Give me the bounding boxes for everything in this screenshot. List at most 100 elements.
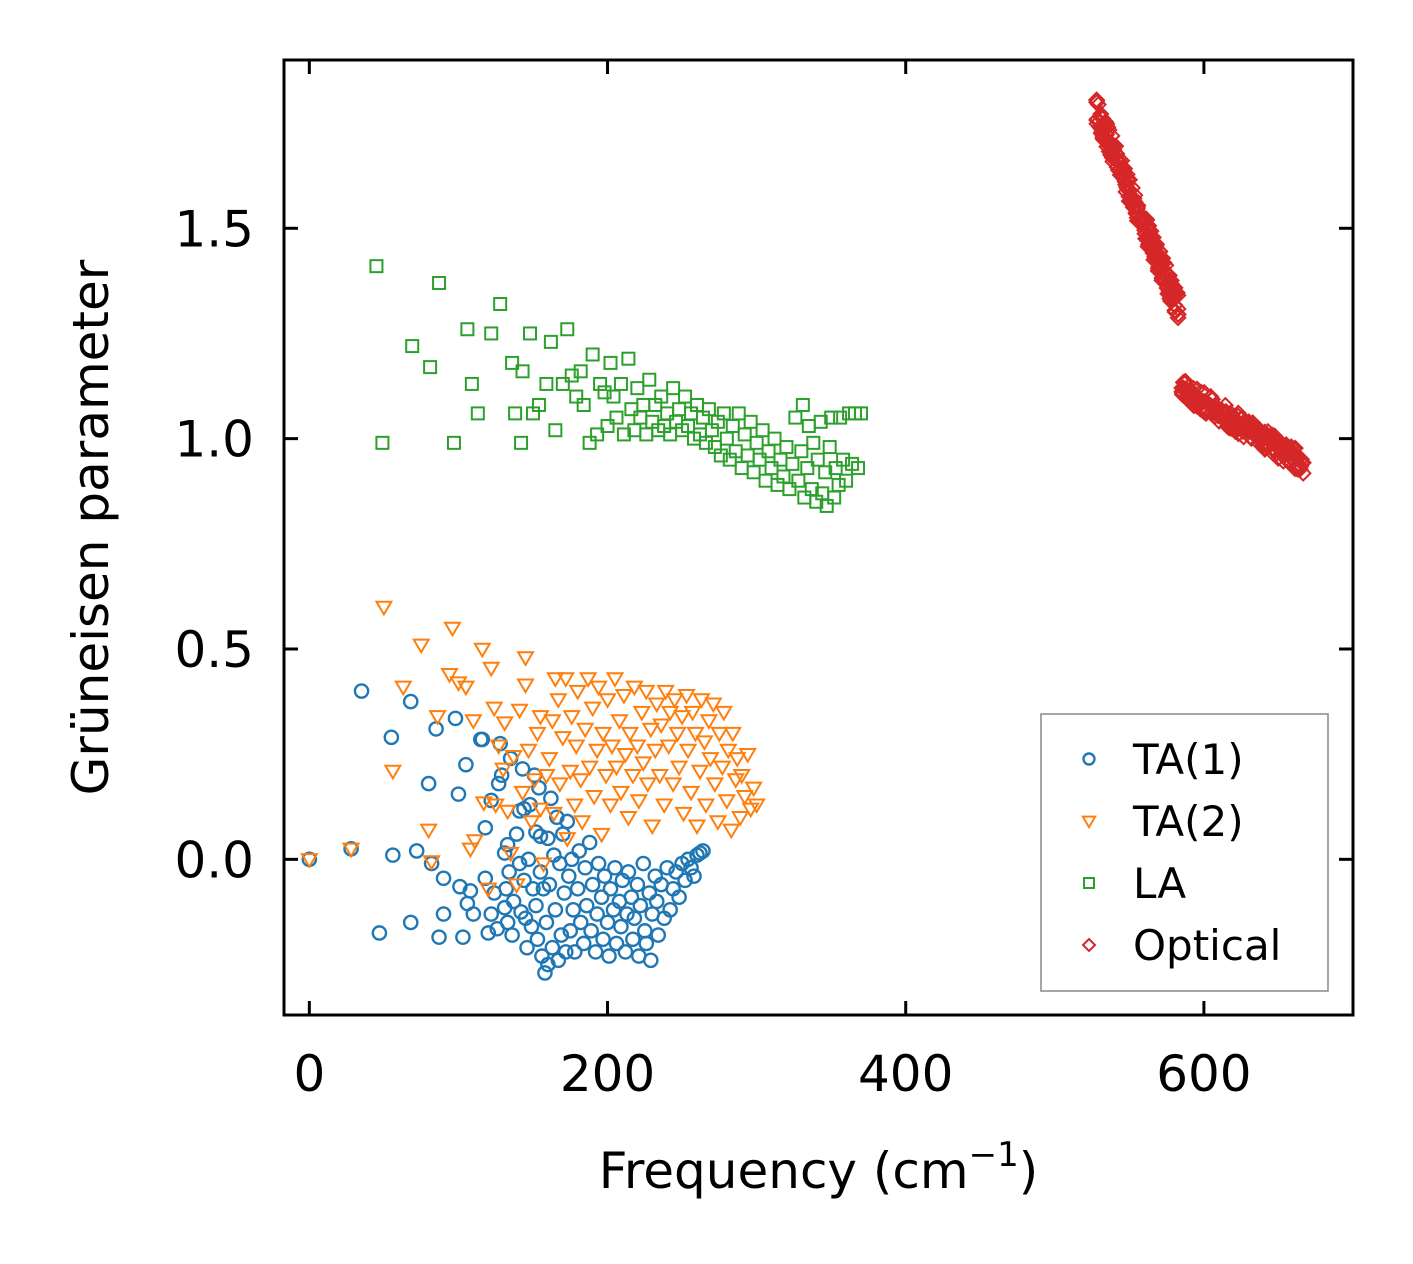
- data-point: [576, 397, 591, 412]
- data-point: [626, 910, 643, 927]
- data-point: [528, 726, 547, 743]
- data-point: [652, 718, 671, 735]
- data-point: [558, 832, 577, 848]
- data-point: [431, 929, 447, 945]
- data-point: [562, 923, 579, 939]
- data-point: [1120, 192, 1138, 210]
- data-point: [632, 897, 649, 914]
- data-point: [531, 802, 550, 819]
- data-point: [428, 710, 447, 726]
- data-point: [719, 431, 734, 446]
- data-point: [544, 806, 564, 823]
- data-point: [462, 883, 479, 899]
- data-point: [725, 419, 740, 434]
- data-point: [1159, 285, 1177, 303]
- data-point: [543, 334, 558, 349]
- data-point: [666, 381, 681, 396]
- legend-item: LA: [1083, 859, 1186, 908]
- data-point: [516, 651, 535, 667]
- y-tick-label: 0.0: [174, 831, 254, 889]
- data-point: [744, 781, 763, 798]
- data-point: [601, 798, 620, 815]
- data-point: [1093, 109, 1111, 127]
- data-point: [767, 431, 782, 446]
- legend-item: TA(1): [1082, 735, 1244, 784]
- data-point: [519, 743, 538, 760]
- data-point: [532, 828, 549, 845]
- data-point: [1182, 394, 1201, 412]
- legend-marker: [1081, 815, 1097, 830]
- data-point: [662, 902, 678, 918]
- legend-marker: [1083, 877, 1095, 889]
- legend-item: TA(2): [1081, 797, 1244, 846]
- data-point: [374, 600, 394, 617]
- data-point: [692, 693, 711, 709]
- data-point: [1128, 209, 1146, 227]
- data-point: [584, 790, 604, 806]
- data-point: [510, 703, 529, 720]
- data-point: [737, 427, 752, 442]
- data-point: [678, 389, 693, 404]
- data-point: [1197, 404, 1215, 422]
- data-point: [624, 402, 639, 417]
- data-point: [630, 381, 645, 396]
- data-point: [1147, 235, 1165, 253]
- data-point: [1132, 212, 1150, 230]
- data-point: [699, 714, 719, 730]
- data-point: [701, 402, 716, 417]
- data-point: [405, 339, 420, 354]
- data-point: [1232, 419, 1251, 437]
- data-point: [743, 414, 758, 429]
- data-point: [479, 882, 498, 899]
- data-point: [749, 435, 764, 450]
- data-point: [616, 427, 631, 442]
- data-point: [819, 498, 834, 513]
- data-point: [596, 768, 616, 785]
- data-point: [520, 851, 537, 868]
- data-point: [543, 790, 559, 807]
- data-point: [728, 752, 747, 768]
- data-point: [507, 878, 526, 894]
- legend: TA(1) TA(2) LA Optical: [1040, 713, 1329, 992]
- legend-label: TA(2): [1132, 797, 1244, 846]
- data-point: [686, 868, 702, 884]
- data-point: [540, 752, 559, 768]
- data-point: [375, 435, 390, 450]
- data-point: [1173, 379, 1191, 397]
- data-point: [584, 876, 601, 893]
- data-point: [569, 880, 586, 897]
- data-point: [575, 935, 592, 952]
- legend-label: LA: [1133, 859, 1186, 908]
- data-point: [692, 845, 708, 861]
- data-point: [1116, 173, 1134, 191]
- data-point: [764, 461, 779, 476]
- data-point: [585, 347, 600, 362]
- data-point: [597, 385, 612, 400]
- data-point: [818, 465, 833, 480]
- data-point: [634, 756, 653, 772]
- data-point: [493, 762, 513, 779]
- data-point: [553, 731, 572, 747]
- data-point: [1098, 137, 1116, 156]
- data-point: [1088, 111, 1106, 129]
- data-point: [609, 410, 624, 425]
- data-point: [523, 326, 538, 341]
- data-point: [680, 851, 696, 868]
- data-point: [423, 360, 438, 375]
- data-point: [623, 768, 643, 785]
- data-point: [1104, 137, 1122, 156]
- data-point: [687, 819, 707, 836]
- data-point: [747, 798, 766, 815]
- x-axis-label: Frequency (cm−1): [599, 1135, 1039, 1200]
- data-point: [822, 440, 837, 455]
- data-point: [701, 752, 720, 768]
- legend-marker: [1082, 752, 1096, 766]
- data-point: [369, 259, 384, 274]
- data-point: [556, 885, 573, 901]
- data-point: [1126, 186, 1144, 204]
- data-point: [1166, 296, 1184, 314]
- data-point: [341, 842, 361, 859]
- data-point: [493, 767, 510, 783]
- data-point: [582, 435, 597, 450]
- data-point: [543, 714, 562, 730]
